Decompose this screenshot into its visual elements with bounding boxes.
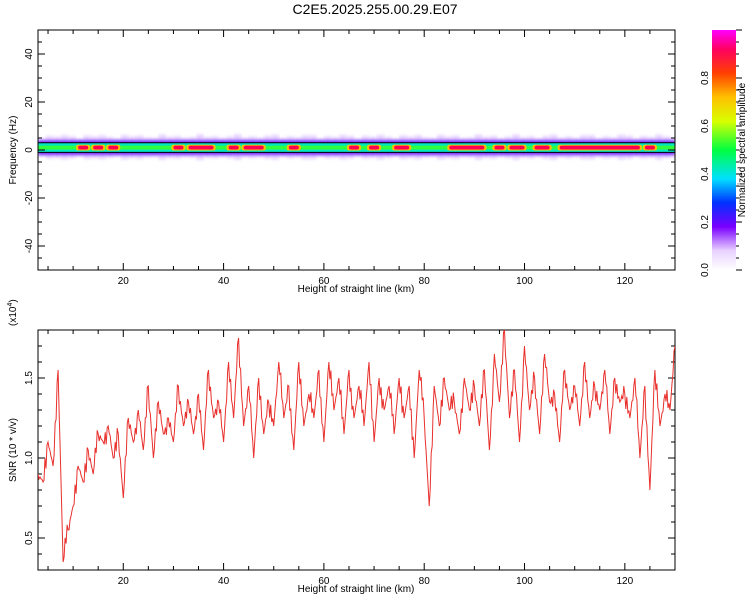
spectrogram-peak-segment <box>509 145 525 150</box>
spectrogram-x-tick-label: 80 <box>419 276 431 287</box>
snr-x-axis-label: Height of straight line (km) <box>298 584 415 595</box>
colorbar-tick-label: 0.6 <box>700 119 711 133</box>
spectrogram-peak-segment <box>228 145 239 150</box>
spectrogram-y-tick-label: 40 <box>24 48 35 60</box>
spectrogram-peak-segment <box>173 145 184 150</box>
spectrogram-peak-segment <box>644 145 655 150</box>
spectrogram-peak-segment <box>93 145 104 150</box>
spectrogram-peak-segment <box>394 145 410 150</box>
snr-panel: 20 40 60 80 100 120 0.5 1.0 1.5 Height of straig… <box>7 299 676 595</box>
spectrogram-y-tick-label: 20 <box>24 96 35 108</box>
colorbar-tick-label: 0.8 <box>700 71 711 85</box>
spectrogram-peak-segment <box>559 145 640 150</box>
chart-title: C2E5.2025.255.00.29.E07 <box>292 1 458 17</box>
snr-y-tick-label: 1.5 <box>24 371 35 385</box>
spectrogram-peak-segment <box>78 145 89 150</box>
spectrogram-x-tick-label: 120 <box>616 276 633 287</box>
spectrogram-peak-segment <box>188 145 214 150</box>
snr-x-tick-label: 120 <box>616 576 633 587</box>
snr-x-tick-label: 40 <box>218 576 230 587</box>
spectrogram-x-tick-label: 100 <box>516 276 533 287</box>
colorbar-tick-label: 0.0 <box>700 263 711 277</box>
snr-plot-frame <box>37 329 676 571</box>
spectrogram-panel: 20 40 60 80 100 120 -40 -20 0 20 40 Height of stra… <box>8 29 676 295</box>
snr-y-multiplier: (x104) <box>7 299 19 326</box>
spectrogram-peak-segment <box>494 145 505 150</box>
snr-axes: 20 40 60 80 100 120 0.5 1.0 1.5 <box>24 329 676 587</box>
snr-y-tick-label: 1.0 <box>24 451 35 465</box>
snr-y-tick-label: 0.5 <box>24 531 35 545</box>
snr-x-tick-label: 100 <box>516 576 533 587</box>
snr-series-line <box>38 330 675 563</box>
spectrogram-peak-segment <box>449 145 485 150</box>
spectrogram-y-tick-label: -20 <box>24 190 35 205</box>
spectrogram-peak-segment <box>243 145 264 150</box>
spectrogram-y-tick-label: 0 <box>24 147 35 153</box>
colorbar-tick-label: 0.4 <box>700 167 711 181</box>
snr-y-axis-label: SNR (10 * v/v) <box>8 418 19 482</box>
colorbar-label: Normalized spectral amplitude <box>737 82 748 217</box>
spectrogram-band <box>38 134 675 160</box>
spectrogram-peak-segment <box>288 145 299 150</box>
spectrogram-y-axis-label: Frequency (Hz) <box>8 116 19 185</box>
spectrogram-peak-segment <box>534 145 550 150</box>
snr-x-tick-label: 60 <box>318 576 330 587</box>
spectrogram-y-tick-label: -40 <box>24 238 35 253</box>
spectrogram-x-tick-label: 20 <box>118 276 130 287</box>
spectrogram-peak-segment <box>108 145 119 150</box>
snr-x-tick-label: 20 <box>118 576 130 587</box>
colorbar-gradient <box>712 30 736 270</box>
colorbar-tick-label: 0.2 <box>700 215 711 229</box>
spectrogram-x-axis-label: Height of straight line (km) <box>298 284 415 295</box>
spectrogram-x-tick-label: 40 <box>218 276 230 287</box>
spectrogram-peak-segment <box>369 145 380 150</box>
colorbar: 0.0 0.2 0.4 0.6 0.8 Normalized spectral ampl… <box>700 29 748 277</box>
snr-x-tick-label: 80 <box>419 576 431 587</box>
spectrogram-peak-segment <box>348 145 360 150</box>
spectrogram-axes: 20 40 60 80 100 120 -40 -20 0 20 40 <box>24 29 676 287</box>
spectrogram-x-tick-label: 60 <box>318 276 330 287</box>
